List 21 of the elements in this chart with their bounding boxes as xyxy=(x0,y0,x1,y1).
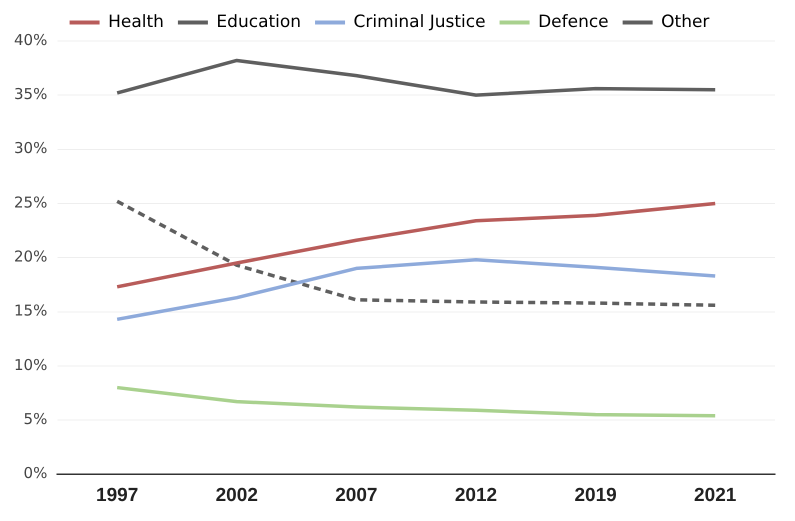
x-tick-label: 2021 xyxy=(694,484,737,506)
y-tick-label: 25% xyxy=(14,193,48,212)
x-tick-label: 2012 xyxy=(454,484,498,506)
legend-label: Education xyxy=(216,12,302,32)
legend-label: Other xyxy=(661,12,710,32)
legend-label: Criminal Justice xyxy=(354,12,486,32)
y-tick-label: 20% xyxy=(14,247,48,266)
y-tick-label: 30% xyxy=(14,139,48,158)
line-series xyxy=(115,200,717,307)
x-tick-label: 2002 xyxy=(216,484,258,506)
y-tick-label: 10% xyxy=(14,356,48,374)
y-tick-label: 15% xyxy=(14,302,48,320)
y-tick-label: 40% xyxy=(14,30,48,49)
legend-label: Defence xyxy=(538,12,609,32)
y-tick-label: 0% xyxy=(24,464,48,482)
legend-label: Health xyxy=(108,12,164,32)
x-tick-label: 1997 xyxy=(96,484,138,506)
x-tick-label: 2007 xyxy=(335,484,378,506)
y-tick-label: 35% xyxy=(14,85,48,104)
y-tick-label: 5% xyxy=(24,410,48,428)
x-tick-label: 2019 xyxy=(574,484,617,506)
